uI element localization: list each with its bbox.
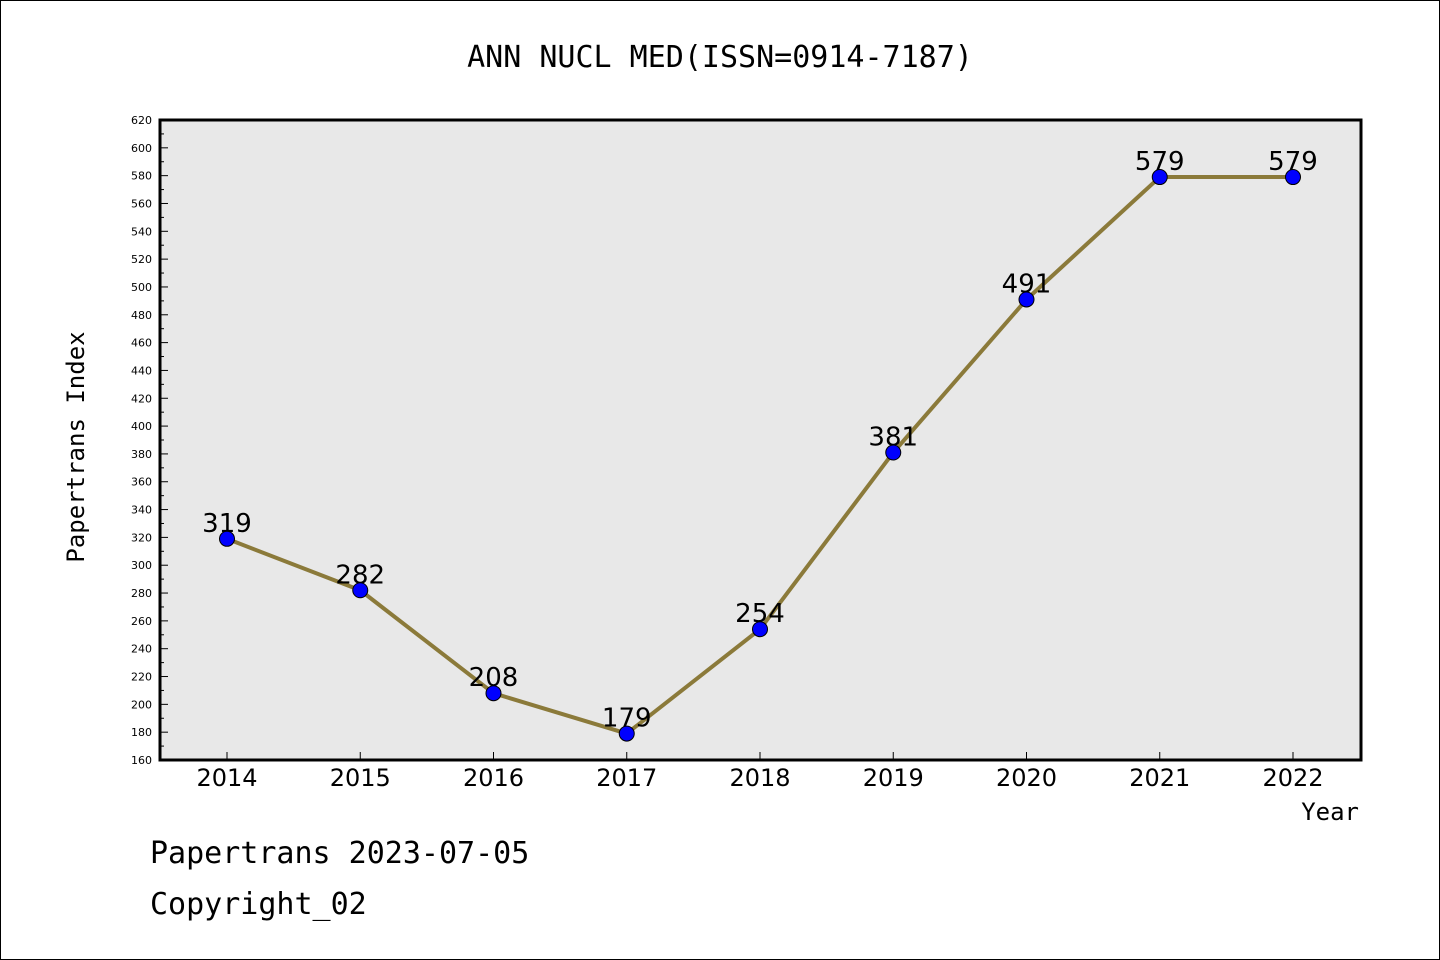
x-tick-label: 2014 — [196, 764, 257, 792]
y-tick-label: 180 — [131, 726, 152, 739]
data-point — [752, 621, 768, 638]
x-tick-label: 2020 — [996, 764, 1057, 792]
x-tick-label: 2021 — [1129, 764, 1190, 792]
x-tick-label: 2017 — [596, 764, 657, 792]
y-tick-label: 460 — [131, 337, 152, 350]
y-tick-label: 480 — [131, 309, 152, 322]
y-tick-label: 520 — [131, 253, 152, 266]
y-axis-label: Papertrans Index — [62, 331, 90, 562]
y-tick-label: 320 — [131, 531, 152, 544]
y-tick-label: 580 — [131, 170, 152, 183]
y-tick-label: 340 — [131, 504, 152, 517]
y-tick-label: 160 — [131, 754, 152, 767]
footer-copyright: Copyright_02 — [150, 887, 367, 922]
data-point — [618, 725, 635, 742]
y-tick-label: 540 — [131, 225, 152, 238]
data-point — [485, 685, 502, 702]
y-tick-label: 620 — [131, 114, 152, 127]
chart-title: ANN NUCL MED(ISSN=0914-7187) — [467, 40, 973, 75]
data-point — [219, 530, 235, 547]
x-tick-label: 2015 — [330, 764, 391, 792]
y-tick-label: 600 — [131, 142, 152, 155]
x-tick-label: 2016 — [463, 764, 524, 792]
x-tick-label: 2018 — [729, 764, 790, 792]
x-tick-label: 2019 — [863, 764, 924, 792]
y-tick-label: 500 — [131, 281, 152, 294]
data-point — [352, 582, 369, 599]
plot-border — [158, 118, 1363, 762]
y-tick-label: 280 — [131, 587, 152, 600]
y-tick-label: 260 — [131, 615, 152, 628]
y-tick-label: 440 — [131, 364, 152, 377]
footer-date: Papertrans 2023-07-05 — [150, 836, 529, 871]
y-tick-label: 400 — [131, 420, 152, 433]
data-point — [1151, 169, 1168, 186]
x-tick-label: 2022 — [1262, 764, 1323, 792]
data-point — [1285, 169, 1301, 186]
y-tick-label: 200 — [131, 698, 152, 711]
y-tick-label: 380 — [131, 448, 152, 461]
y-tick-label: 300 — [131, 559, 152, 572]
y-tick-label: 560 — [131, 197, 152, 210]
y-tick-label: 220 — [131, 671, 152, 684]
plot-area — [160, 120, 1361, 760]
x-axis-label: Year — [1301, 798, 1359, 826]
x-axis: 2014 2015 2016 2017 2018 2019 2020 2021 2022 — [196, 752, 1324, 792]
y-tick-label: 420 — [131, 392, 152, 405]
y-tick-label: 360 — [131, 476, 152, 489]
data-point — [885, 444, 902, 461]
data-point — [1018, 291, 1035, 308]
y-tick-label: 240 — [131, 643, 152, 656]
